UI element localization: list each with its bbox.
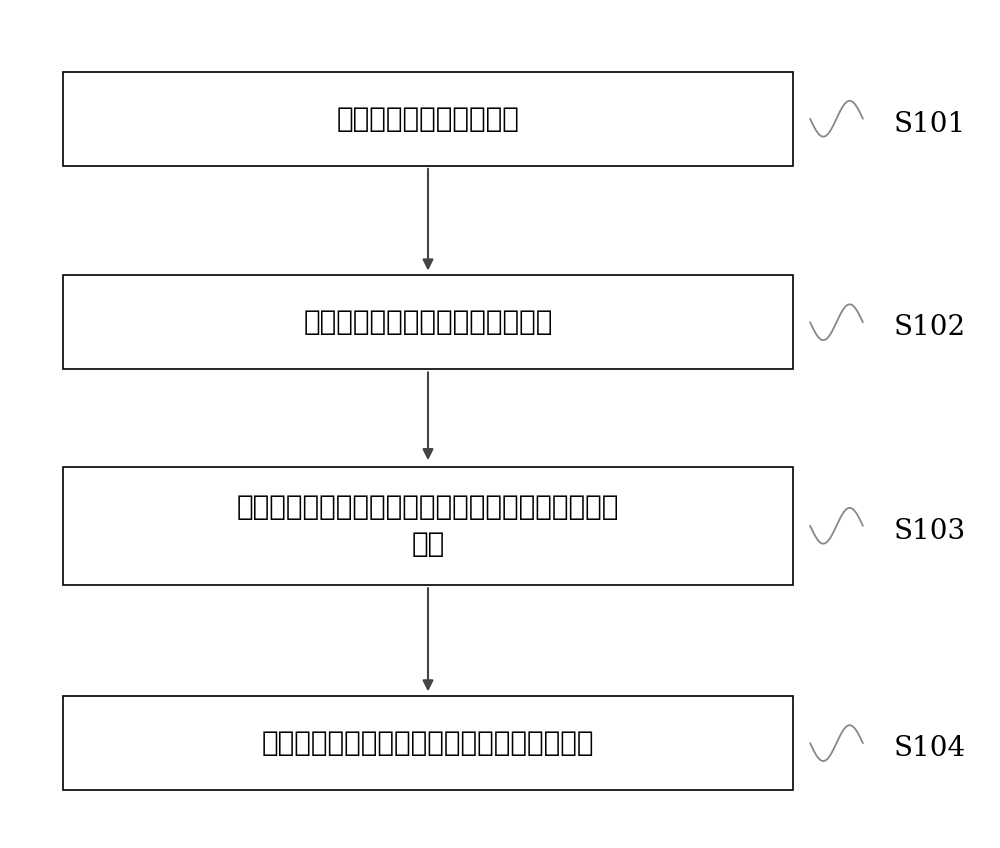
Text: 根据预处理后的结果数据，提取用于故障诊断的特征
数据: 根据预处理后的结果数据，提取用于故障诊断的特征 数据	[237, 494, 619, 558]
Bar	[63, 276, 793, 369]
Text: 根据提取的特征数据，对主输泵进行故障诊断: 根据提取的特征数据，对主输泵进行故障诊断	[262, 729, 594, 757]
Text: S102: S102	[894, 314, 966, 341]
Text: 获取至少两种待分析数据: 获取至少两种待分析数据	[337, 104, 519, 133]
Text: S104: S104	[894, 735, 966, 762]
Bar	[63, 72, 793, 165]
Bar	[63, 466, 793, 585]
Text: S103: S103	[894, 517, 966, 544]
Text: S101: S101	[894, 110, 966, 137]
Bar	[63, 696, 793, 790]
Text: 对至少两种待分析数据进行预处理: 对至少两种待分析数据进行预处理	[303, 308, 553, 337]
